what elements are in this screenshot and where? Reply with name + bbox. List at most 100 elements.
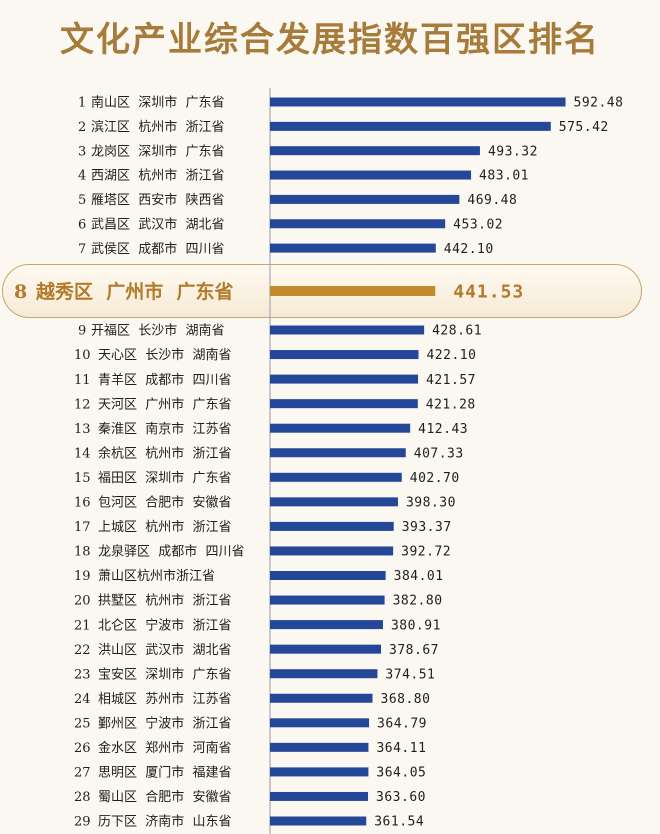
value-label: 402.70	[410, 471, 460, 486]
row-label: 南山区 深圳市 广东省	[91, 95, 225, 111]
rank-label: 4	[78, 169, 86, 184]
row-label: 蜀山区 合肥市 安徽省	[98, 789, 232, 805]
rank-label: 12	[74, 397, 91, 412]
value-label: 378.67	[389, 643, 439, 658]
rank-label: 3	[78, 144, 86, 159]
rank-label: 15	[74, 471, 91, 486]
value-label: 592.48	[574, 96, 624, 111]
row-label: 金水区 郑州市 河南省	[98, 740, 232, 756]
value-label: 575.42	[559, 120, 609, 135]
value-label: 364.79	[377, 716, 427, 731]
bar	[270, 194, 460, 204]
bar	[270, 791, 369, 801]
rank-label: 9	[78, 324, 86, 339]
bar	[270, 219, 446, 229]
rank-label: 2	[78, 120, 86, 135]
row-label: 滨江区 杭州市 浙江省	[91, 119, 225, 135]
rank-label: 29	[74, 815, 91, 830]
value-label: 380.91	[391, 618, 441, 633]
rank-label: 10	[74, 348, 91, 363]
bar	[270, 170, 472, 180]
value-label: 364.11	[376, 741, 426, 756]
row-label: 开福区 长沙市 湖南省	[91, 323, 225, 339]
bar	[270, 644, 382, 654]
bar	[270, 121, 551, 131]
value-label: 421.28	[426, 397, 476, 412]
row-label: 萧山区杭州市浙江省	[98, 568, 215, 584]
bar	[270, 423, 411, 433]
row-label: 秦淮区 南京市 江苏省	[98, 421, 232, 437]
bar	[270, 243, 436, 253]
bar	[270, 595, 385, 605]
rank-label: 20	[74, 594, 91, 609]
row-label: 雁塔区 西安市 陕西省	[91, 192, 225, 208]
row-label: 包河区 合肥市 安徽省	[98, 495, 232, 511]
rank-label: 19	[74, 569, 91, 584]
value-label: 398.30	[406, 496, 456, 511]
bar	[270, 521, 394, 531]
rank-label: 1	[78, 96, 86, 111]
value-label: 407.33	[414, 446, 464, 461]
value-label: 483.01	[479, 169, 529, 184]
rank-label: 27	[74, 766, 91, 781]
row-label: 历下区 济南市 山东省	[98, 814, 232, 830]
bar	[270, 546, 394, 556]
row-label: 北仑区 宁波市 浙江省	[98, 617, 232, 633]
rank-label: 16	[74, 496, 91, 511]
bar	[270, 350, 419, 360]
value-label: 493.32	[488, 144, 538, 159]
bar	[270, 497, 398, 507]
bar	[270, 571, 386, 580]
row-label: 拱墅区 杭州市 浙江省	[98, 593, 232, 609]
value-label: 363.60	[376, 790, 426, 805]
value-label: 364.05	[376, 766, 426, 781]
rank-label: 25	[74, 716, 91, 731]
bar	[270, 325, 425, 335]
bar	[270, 448, 406, 458]
rank-label: 26	[74, 741, 91, 756]
bar	[270, 620, 383, 630]
rank-label: 13	[74, 422, 91, 437]
row-label: 武昌区 武汉市 湖北省	[91, 216, 225, 232]
rank-label: 5	[78, 193, 86, 208]
row-label: 越秀区 广州市 广东省	[35, 280, 233, 303]
value-label: 412.43	[418, 422, 468, 437]
row-label: 青羊区 成都市 四川省	[98, 372, 232, 388]
bar	[270, 742, 369, 752]
value-label: 469.48	[467, 193, 517, 208]
rank-label: 22	[74, 643, 91, 658]
rank-label: 18	[74, 545, 91, 560]
rank-label: 21	[74, 618, 91, 633]
highlight-bar	[270, 286, 436, 296]
row-label: 宝安区 深圳市 广东省	[98, 666, 232, 682]
row-label: 西湖区 杭州市 浙江省	[91, 168, 225, 184]
row-label: 天心区 长沙市 湖南省	[98, 347, 232, 363]
value-label: 382.80	[393, 594, 443, 609]
value-label: 368.80	[381, 692, 431, 707]
rank-label: 11	[74, 373, 91, 388]
value-label: 374.51	[385, 667, 435, 682]
value-label: 361.54	[374, 815, 424, 830]
bar	[270, 97, 566, 107]
row-label: 天河区 广州市 广东省	[98, 396, 232, 412]
row-label: 龙岗区 深圳市 广东省	[91, 143, 225, 159]
rank-label: 23	[74, 667, 91, 682]
bar	[270, 693, 373, 703]
rank-label: 17	[74, 520, 91, 535]
value-label: 442.10	[444, 242, 494, 257]
row-label: 洪山区 武汉市 湖北省	[98, 642, 232, 658]
bar	[270, 374, 419, 384]
row-label: 鄞州区 宁波市 浙江省	[98, 715, 232, 731]
value-label: 453.02	[453, 217, 503, 232]
rank-label: 6	[78, 217, 86, 232]
rank-label: 14	[74, 446, 91, 461]
rank-label: 28	[74, 790, 91, 805]
row-label: 上城区 杭州市 浙江省	[98, 519, 232, 535]
page-title: 文化产业综合发展指数百强区排名	[60, 20, 600, 60]
row-label: 余杭区 杭州市 浙江省	[98, 445, 232, 461]
bar	[270, 146, 480, 156]
row-label: 福田区 深圳市 广东省	[98, 470, 232, 486]
row-label: 思明区 厦门市 福建省	[98, 765, 232, 781]
bar	[270, 472, 402, 482]
bar	[270, 669, 378, 679]
